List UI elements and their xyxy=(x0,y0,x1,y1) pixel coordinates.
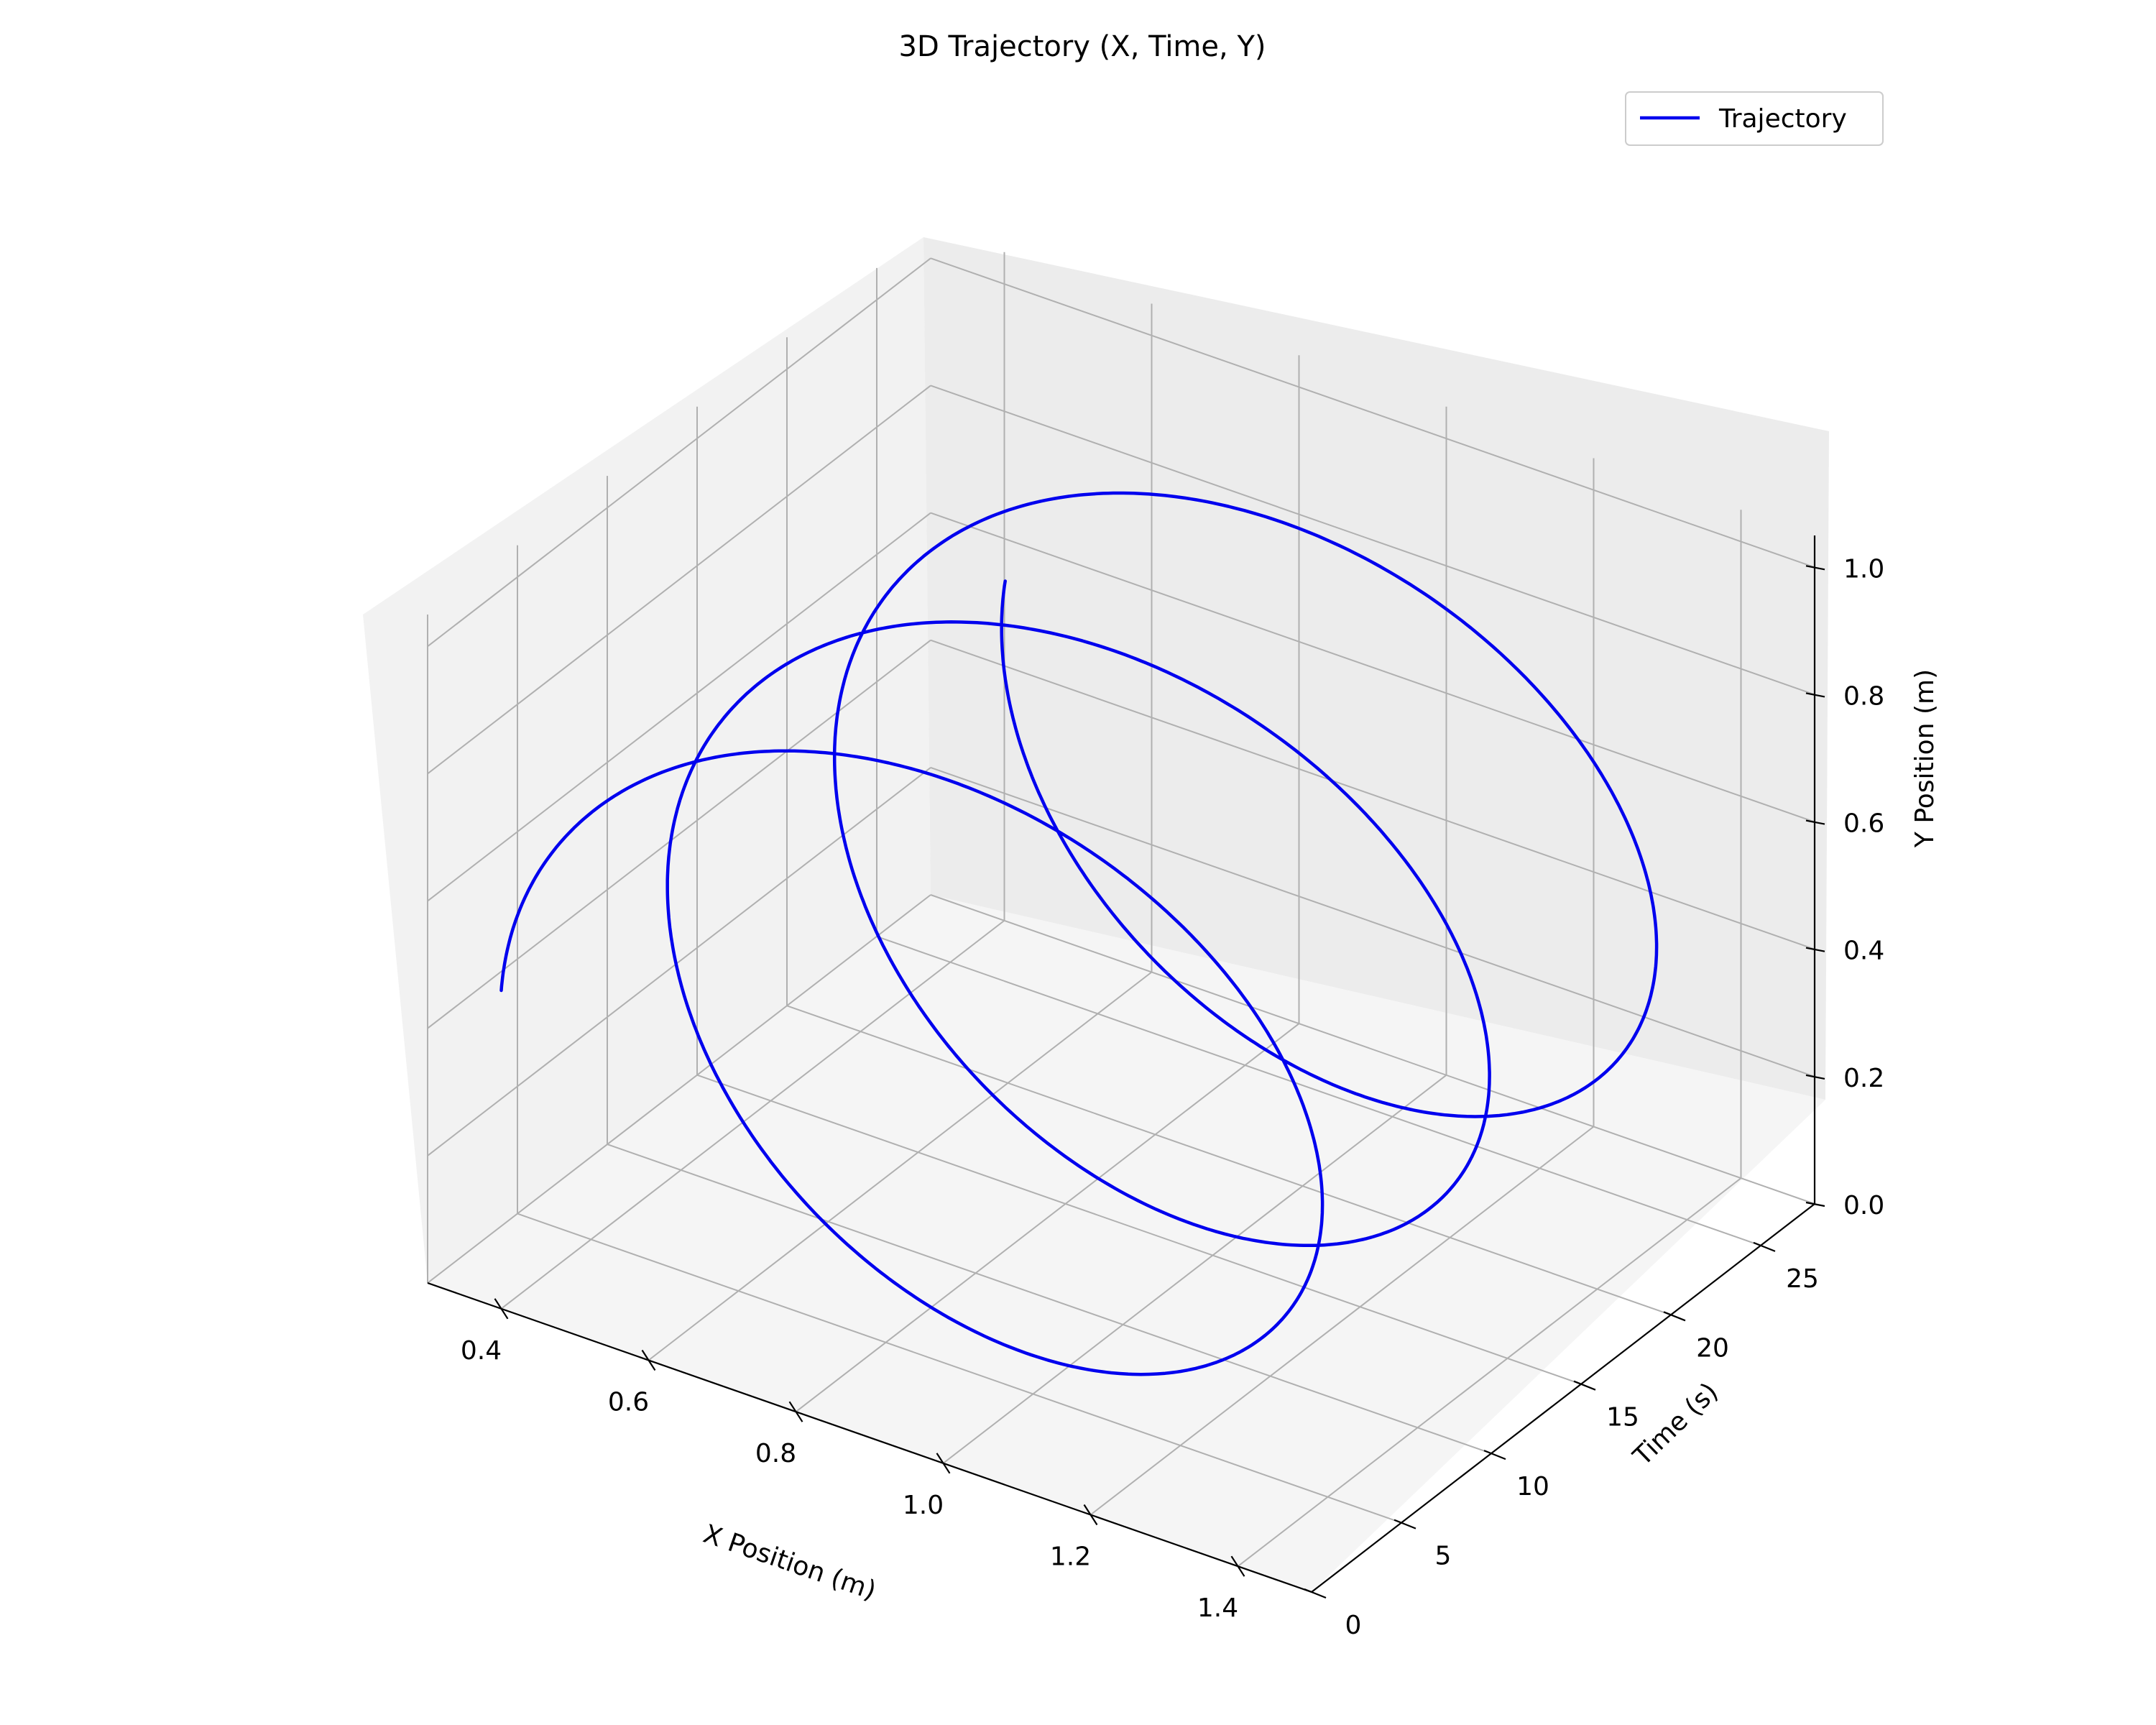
pane-back-left xyxy=(363,237,931,1283)
y-tick-mark xyxy=(1805,819,1825,825)
grid-line-y-side xyxy=(427,512,931,902)
x-tick-label: 1.0 xyxy=(903,1491,944,1520)
x-tick-label: 1.2 xyxy=(1050,1542,1091,1572)
grid-line-x-floor xyxy=(795,1023,1300,1412)
x-tick-label: 0.8 xyxy=(755,1439,796,1468)
grid-line-y-side xyxy=(427,257,931,648)
legend: Trajectory xyxy=(1625,91,1884,146)
y-tick-label: 0.0 xyxy=(1843,1191,1884,1220)
grid-line-x-floor xyxy=(942,1075,1447,1464)
chart-title: 3D Trajectory (X, Time, Y) xyxy=(899,30,1266,63)
y-tick-label: 0.4 xyxy=(1843,937,1884,966)
x-tick-mark xyxy=(1083,1504,1098,1526)
grid-lines xyxy=(427,252,1815,1593)
y-tick-mark xyxy=(1805,1074,1825,1080)
grid-line-t-floor xyxy=(786,1005,1672,1316)
grid-line-y-back xyxy=(930,385,1815,696)
legend-box xyxy=(1625,91,1884,146)
time-tick-label: 0 xyxy=(1345,1611,1362,1640)
x-axis-line xyxy=(427,1282,1312,1593)
y-tick-label: 0.8 xyxy=(1843,681,1884,711)
grid-line-y-side xyxy=(427,385,931,775)
x-tick-mark xyxy=(641,1349,656,1371)
time-tick-mark xyxy=(1753,1241,1776,1252)
time-tick-mark xyxy=(1663,1311,1686,1322)
time-axis-label: Time (s) xyxy=(1627,1377,1724,1472)
series-line-trajectory xyxy=(499,491,1659,1376)
grid-line-t-floor xyxy=(696,1074,1582,1385)
x-tick-label: 1.4 xyxy=(1197,1593,1238,1623)
grid-line-y-side xyxy=(427,639,931,1029)
x-tick-mark xyxy=(494,1298,509,1320)
time-tick-label: 20 xyxy=(1696,1333,1729,1363)
x-tick-mark xyxy=(788,1401,803,1422)
grid-line-y-back xyxy=(930,639,1815,950)
time-tick-mark xyxy=(1483,1450,1506,1460)
y-tick-label: 0.6 xyxy=(1843,809,1884,839)
grid-line-x-floor xyxy=(1089,1126,1595,1516)
axes xyxy=(427,535,1825,1599)
grid-line-t-floor xyxy=(607,1144,1492,1455)
grid-line-x-floor xyxy=(500,920,1005,1310)
grid-line-y-back xyxy=(930,766,1815,1077)
grid-line-y-side xyxy=(427,894,931,1284)
time-tick-label: 15 xyxy=(1606,1403,1639,1432)
time-tick-mark xyxy=(1393,1519,1416,1530)
grid-line-t-floor xyxy=(517,1213,1402,1524)
time-tick-label: 5 xyxy=(1435,1542,1452,1571)
grid-line-x-floor xyxy=(648,971,1153,1361)
x-axis-label: X Position (m) xyxy=(699,1519,880,1606)
y-tick-mark xyxy=(1805,947,1825,952)
legend-label-trajectory: Trajectory xyxy=(1718,104,1847,134)
time-tick-label: 10 xyxy=(1516,1472,1549,1501)
y-tick-mark xyxy=(1805,1201,1825,1208)
grid-line-x-floor xyxy=(1237,1177,1742,1567)
time-axis-line xyxy=(1311,1203,1815,1593)
pane-floor xyxy=(428,895,1825,1592)
y-tick-mark xyxy=(1805,565,1825,571)
time-tick-mark xyxy=(1304,1588,1327,1599)
grid-line-y-side xyxy=(427,767,931,1156)
time-tick-mark xyxy=(1573,1380,1596,1391)
time-tick-label: 25 xyxy=(1786,1264,1819,1294)
y-tick-label: 1.0 xyxy=(1843,554,1884,584)
y-tick-label: 0.2 xyxy=(1843,1064,1884,1093)
x-tick-label: 0.4 xyxy=(461,1336,502,1366)
grid-line-y-back xyxy=(930,257,1815,569)
x-tick-mark xyxy=(936,1453,951,1474)
y-axis-label: Y Position (m) xyxy=(1910,669,1940,848)
x-tick-mark xyxy=(1230,1555,1245,1577)
grid-line-y-back xyxy=(930,512,1815,823)
grid-line-t-floor xyxy=(876,935,1761,1246)
x-tick-label: 0.6 xyxy=(608,1388,649,1417)
y-tick-mark xyxy=(1805,692,1825,698)
tick-labels: 0.4 0.6 0.8 1.0 1.2 1.4 0 5 10 15 20 25 0.0 0.2 0.4 0.6… xyxy=(461,554,1884,1640)
grid-line-y-back xyxy=(930,894,1815,1205)
